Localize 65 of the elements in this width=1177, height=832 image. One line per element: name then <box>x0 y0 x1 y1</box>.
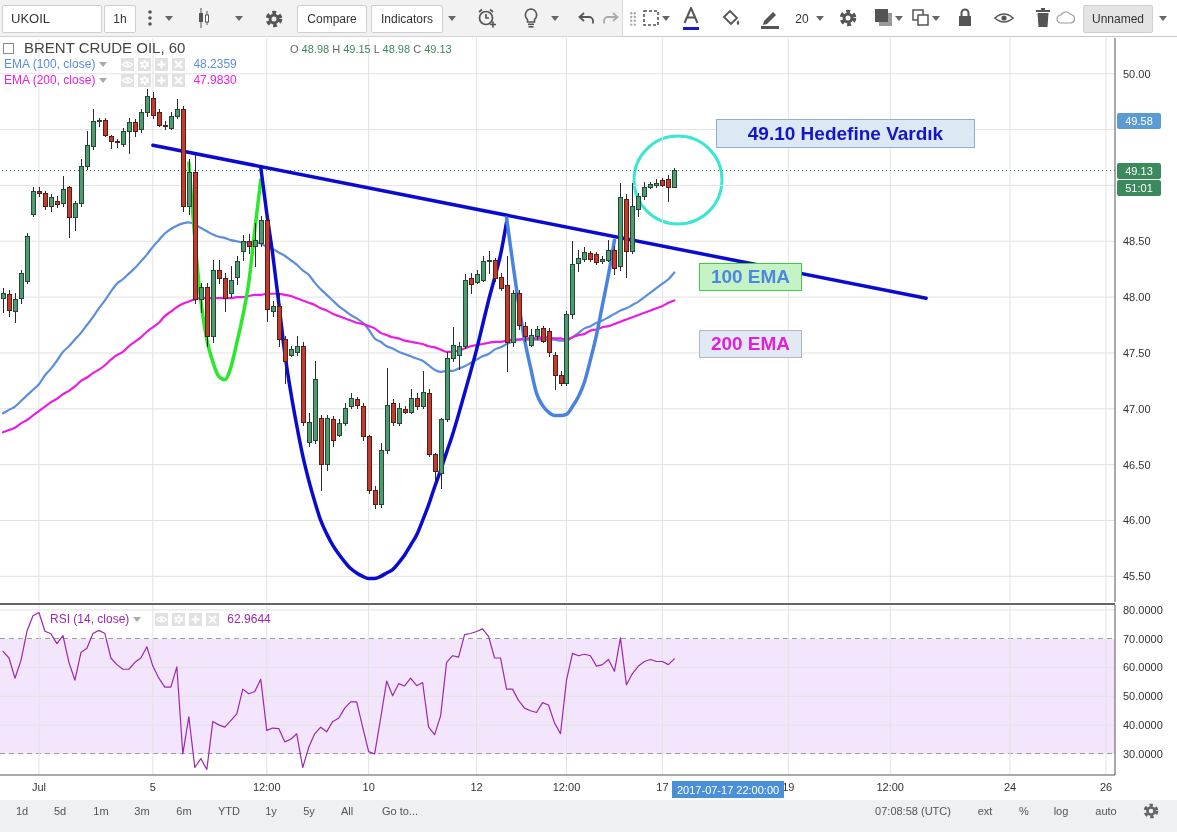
annotation: 49.58 <box>1125 113 1153 128</box>
text: 3m <box>134 804 150 818</box>
y-tick-label: 70.0000 <box>1123 632 1163 645</box>
y-tick-label: 48.50 <box>1123 235 1151 248</box>
text: 07:08:58 (UTC) <box>875 804 951 818</box>
text: All <box>340 804 354 818</box>
annotation: 47.9830 <box>193 73 237 87</box>
y-tick-label: 48.00 <box>1123 291 1151 304</box>
text: 1m <box>93 804 109 818</box>
x-tick-label: 12:00 <box>253 780 281 793</box>
text: EMA (100, close) <box>4 57 96 71</box>
y-tick-label: 45.50 <box>1123 570 1151 583</box>
text: Go to... <box>381 804 419 818</box>
y-tick-label: 46.00 <box>1123 514 1151 527</box>
date-tag: 2017-07-17 22:00:00 <box>672 781 785 798</box>
button: Indicators <box>371 5 443 33</box>
text: 1d <box>15 804 29 818</box>
text: 6m <box>176 804 192 818</box>
text: % <box>1019 804 1029 818</box>
x-tick-label: Jul <box>31 780 46 793</box>
x-tick-label: 12:00 <box>876 780 904 793</box>
chart-title: BRENT CRUDE OIL, 60 <box>24 39 186 56</box>
x-tick-label: 17 <box>656 780 669 793</box>
text: auto <box>1095 804 1117 818</box>
button: 1h <box>104 5 136 33</box>
y-tick-label: 47.00 <box>1123 402 1151 415</box>
y-tick-label: 46.50 <box>1123 458 1151 471</box>
time-tag: 51:01 <box>1117 179 1161 196</box>
button: Unnamed <box>1083 5 1153 33</box>
text: ext <box>977 804 993 818</box>
text-box: 200 EMA <box>699 330 802 358</box>
text-box: 49.10 Hedefine Vardık <box>716 119 975 148</box>
y-tick-label: 50.00 <box>1123 67 1151 80</box>
y-tick-label: 47.50 <box>1123 346 1151 359</box>
text: log <box>1053 804 1069 818</box>
annotation: 100 EMA <box>710 266 791 288</box>
text: 20 <box>794 11 810 28</box>
price-tag: 49.58 <box>1117 112 1161 129</box>
y-tick-label: 40.0000 <box>1123 719 1163 732</box>
x-tick-label: 5 <box>149 780 156 793</box>
y-tick-label: 30.0000 <box>1123 747 1163 760</box>
text-field: UKOIL <box>2 5 102 33</box>
button: Compare <box>297 5 367 33</box>
y-tick-label: 50.0000 <box>1123 690 1163 703</box>
text: 5y <box>303 804 315 818</box>
x-tick-label: 10 <box>362 780 375 793</box>
annotation: 200 EMA <box>710 333 791 355</box>
y-tick-label: 80.0000 <box>1123 603 1163 616</box>
text: O 48.98 H 49.15 L 48.98 C 49.13 <box>290 43 452 55</box>
text-box: 100 EMA <box>699 263 802 291</box>
annotation: 48.2359 <box>193 57 237 71</box>
x-tick-label: 12 <box>470 780 483 793</box>
annotation: 49.10 Hedefine Vardık <box>747 122 944 145</box>
ref-line-label: 49.13 <box>1125 163 1153 178</box>
price-tag: 49.13 <box>1117 162 1161 179</box>
x-tick-label: 12:00 <box>552 780 581 793</box>
x-tick-label: 26 <box>1099 780 1113 793</box>
text: 1y <box>265 804 277 818</box>
text: 5d <box>53 804 67 818</box>
text: EMA (200, close) <box>4 73 96 87</box>
y-tick-label: 60.0000 <box>1123 661 1163 674</box>
text: YTD <box>218 804 240 818</box>
series-label: RSI (14, close) <box>50 612 130 626</box>
x-tick-label: 24 <box>1003 780 1017 793</box>
annotation: 62.9644 <box>227 612 271 626</box>
